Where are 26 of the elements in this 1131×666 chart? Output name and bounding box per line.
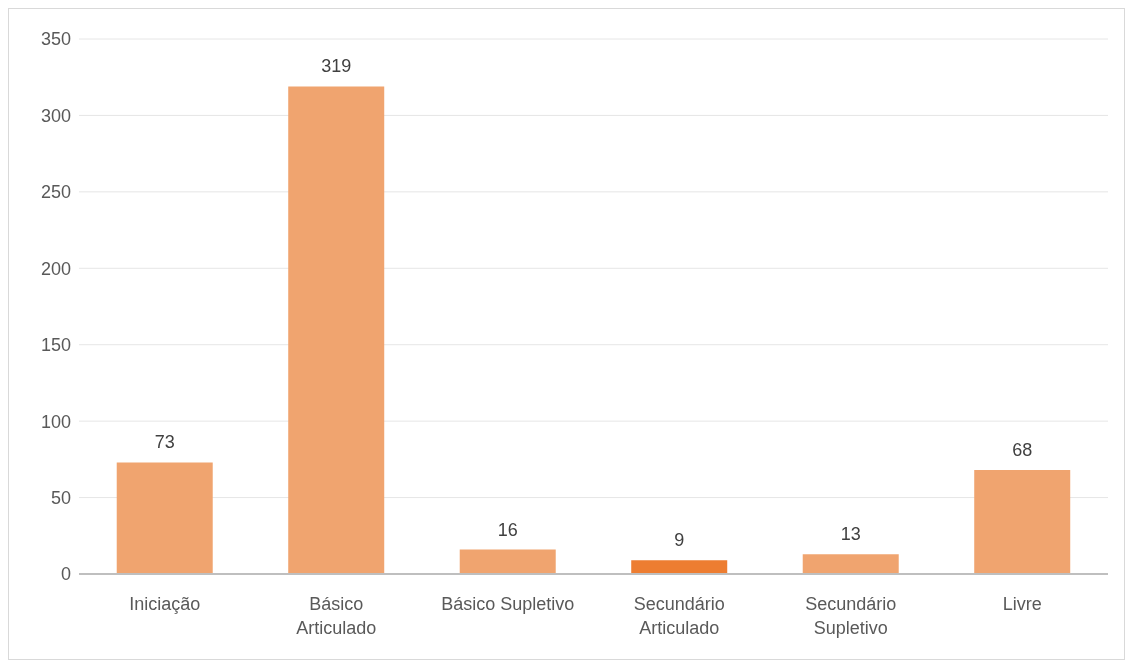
x-tick-label: Básico Articulado (296, 594, 377, 638)
y-tick-label: 50 (50, 487, 71, 508)
y-tick-label: 250 (40, 182, 71, 203)
data-label: 68 (1012, 440, 1033, 461)
data-label: 13 (840, 524, 861, 545)
x-tick-label: Básico Supletivo (441, 594, 575, 614)
y-tick-label: 150 (40, 335, 71, 356)
data-label: 9 (674, 530, 685, 551)
bar (802, 554, 899, 574)
bar (116, 462, 213, 574)
x-tick-label: Iniciação (129, 594, 201, 614)
data-label: 16 (497, 519, 518, 540)
data-label: 319 (321, 56, 352, 77)
bar (459, 549, 556, 574)
y-tick-label: 300 (40, 105, 71, 126)
x-tick-label: Secundário Articulado (633, 594, 725, 638)
y-tick-label: 100 (40, 411, 71, 432)
y-tick-label: 0 (60, 564, 71, 585)
data-label: 73 (154, 432, 175, 453)
y-tick-label: 350 (40, 29, 71, 50)
bar (974, 470, 1071, 574)
bar (631, 560, 728, 574)
bar (288, 86, 385, 574)
x-tick-label: Livre (1002, 594, 1042, 614)
x-tick-label: Secundário Supletivo (805, 594, 897, 638)
y-tick-label: 200 (40, 258, 71, 279)
